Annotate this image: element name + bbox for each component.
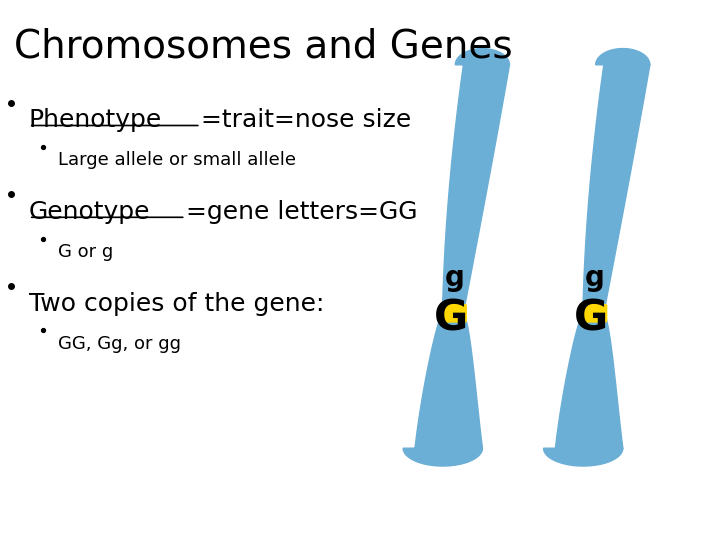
Text: Chromosomes and Genes: Chromosomes and Genes bbox=[14, 27, 513, 65]
Text: G: G bbox=[575, 298, 608, 340]
Polygon shape bbox=[544, 49, 650, 466]
Text: Phenotype: Phenotype bbox=[29, 108, 162, 132]
Text: G: G bbox=[434, 298, 468, 340]
Text: G or g: G or g bbox=[58, 243, 113, 261]
Text: =trait=nose size: =trait=nose size bbox=[201, 108, 411, 132]
FancyBboxPatch shape bbox=[580, 304, 608, 323]
Text: Genotype: Genotype bbox=[29, 200, 150, 224]
Text: Two copies of the gene:: Two copies of the gene: bbox=[29, 292, 324, 315]
Text: g: g bbox=[585, 264, 605, 292]
FancyBboxPatch shape bbox=[439, 304, 467, 323]
Text: g: g bbox=[445, 264, 464, 292]
Text: =gene letters=GG: =gene letters=GG bbox=[186, 200, 417, 224]
Text: GG, Gg, or gg: GG, Gg, or gg bbox=[58, 335, 181, 353]
Text: Large allele or small allele: Large allele or small allele bbox=[58, 151, 296, 169]
Polygon shape bbox=[403, 49, 510, 466]
